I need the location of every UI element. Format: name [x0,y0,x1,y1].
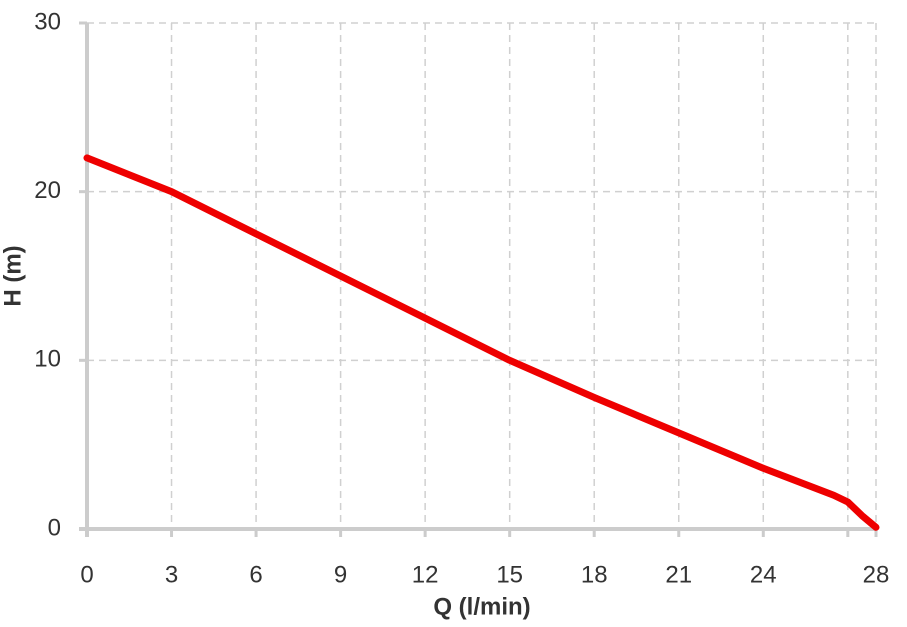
y-axis-title: H (m) [0,245,26,306]
x-tick-label: 9 [334,561,347,588]
data-line [83,154,880,531]
x-tick-label: 21 [665,561,692,588]
x-tick-label: 0 [80,561,93,588]
y-tick-label: 20 [34,177,61,204]
x-tick-label: 12 [412,561,439,588]
x-tick-label: 15 [496,561,523,588]
y-tick-label: 10 [34,346,61,373]
y-tick-label: 30 [34,8,61,35]
x-tick-label: 24 [750,561,777,588]
x-tick-label: 6 [249,561,262,588]
x-axis-title: Q (l/min) [433,593,530,620]
x-tick-label: 18 [581,561,608,588]
x-tick-label: 3 [165,561,178,588]
y-tick-label: 0 [48,514,61,541]
x-tick-label: 28 [863,561,890,588]
